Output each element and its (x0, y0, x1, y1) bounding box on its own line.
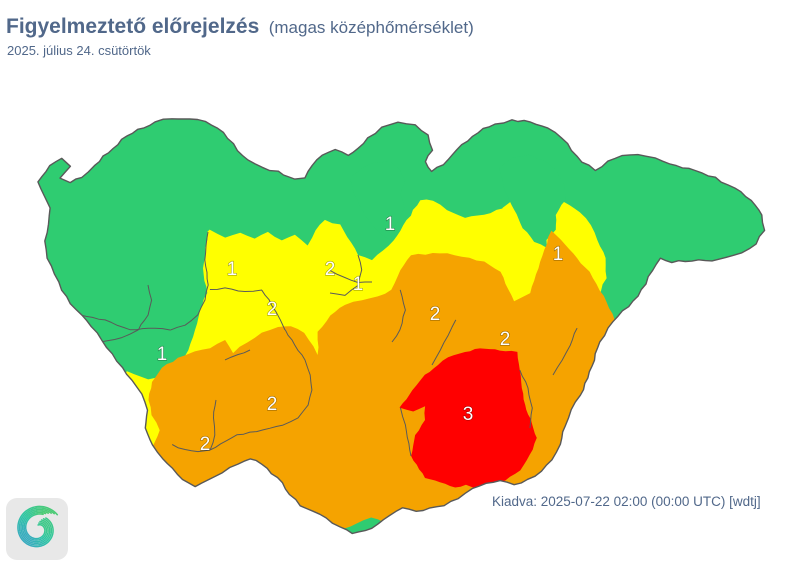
svg-text:1: 1 (353, 274, 364, 295)
svg-text:2: 2 (325, 259, 336, 280)
svg-text:2: 2 (200, 434, 211, 455)
svg-text:2: 2 (267, 394, 278, 415)
svg-text:1: 1 (227, 259, 238, 280)
svg-text:1: 1 (385, 214, 396, 235)
svg-text:1: 1 (157, 344, 168, 365)
svg-text:2: 2 (430, 304, 441, 325)
svg-text:1: 1 (553, 244, 564, 265)
svg-text:2: 2 (267, 299, 278, 320)
svg-text:2: 2 (500, 329, 511, 350)
svg-text:3: 3 (463, 404, 474, 425)
